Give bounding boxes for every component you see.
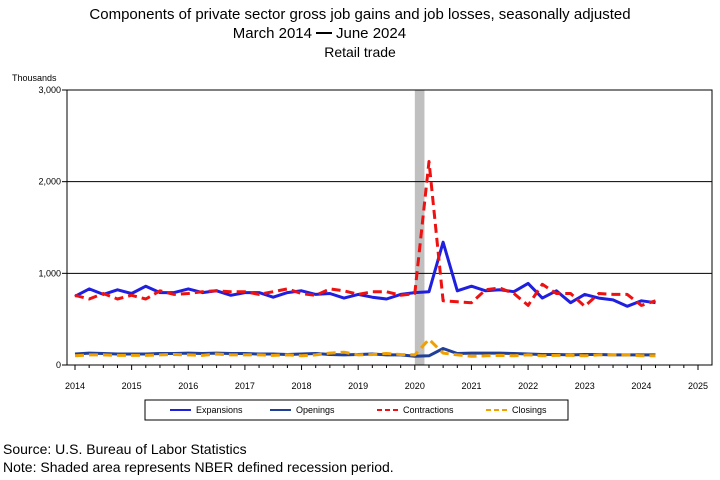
series-line-closings [74,337,656,358]
legend: Expansions Openings Contractions Closings [170,405,547,415]
chart-title: Components of private sector gross job g… [89,6,630,23]
plot-area: 0 1,000 2,000 3,000 2014 2015 2016 2017 2018 2019… [38,85,713,391]
x-tick-label-4: 2018 [292,381,312,391]
series-line-expansions [74,240,656,308]
source-note: Source: U.S. Bureau of Labor Statistics [3,441,247,457]
x-tick-label-5: 2019 [348,381,368,391]
legend-label-closings: Closings [512,405,547,415]
x-tick-label-9: 2023 [575,381,595,391]
y-axis-label: Thousands [12,73,57,83]
y-tick-label-3: 3,000 [38,85,61,95]
y-tick-label-2: 2,000 [38,177,61,187]
x-tick-label-3: 2017 [235,381,255,391]
recession-shading [414,90,425,365]
x-tick-label-7: 2021 [461,381,481,391]
x-tick-label-2: 2016 [178,381,198,391]
x-tick-label-6: 2020 [405,381,425,391]
series-line-contractions [74,160,656,308]
legend-label-contractions: Contractions [403,405,454,415]
chart-subtitle-industry: Retail trade [324,44,396,60]
plot-frame [66,89,713,366]
recession-note: Note: Shaded area represents NBER define… [3,459,394,475]
chart-subtitle-end: June 2024 [336,25,406,42]
y-tick-label-0: 0 [56,360,61,370]
x-tick-label-1: 2015 [122,381,142,391]
legend-label-expansions: Expansions [196,405,243,415]
x-tick-label-8: 2022 [518,381,538,391]
chart-subtitle-start: March 2014 [233,25,312,42]
legend-label-openings: Openings [296,405,335,415]
legend-box [144,399,569,421]
x-tick-label-11: 2025 [688,381,708,391]
x-tick-label-0: 2014 [65,381,85,391]
y-tick-label-1: 1,000 [38,268,61,278]
x-tick-label-10: 2024 [631,381,651,391]
